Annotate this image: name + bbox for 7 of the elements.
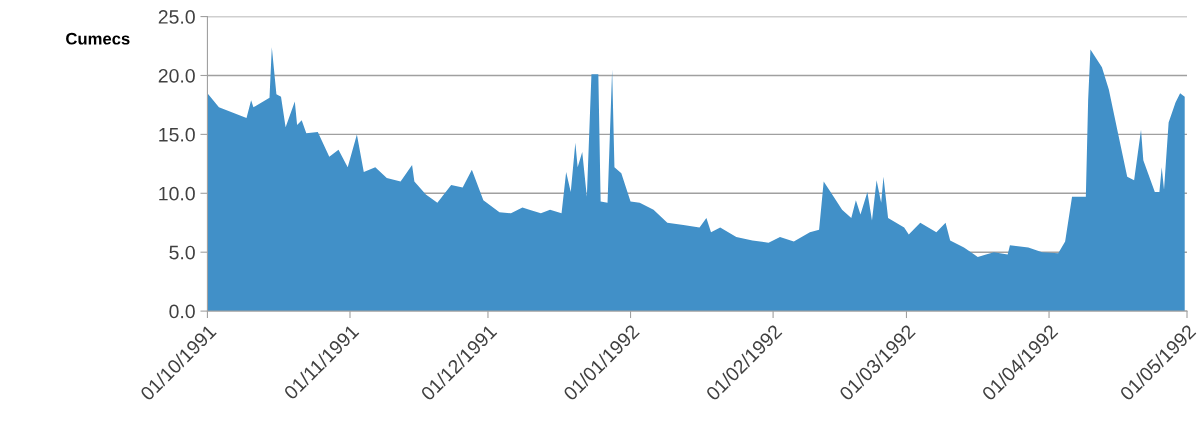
y-tick-label: 25.0 bbox=[158, 10, 195, 24]
y-tick-label: 0.0 bbox=[169, 304, 195, 319]
y-tick-label: 20.0 bbox=[158, 68, 195, 83]
y-axis-title: Cumecs bbox=[66, 32, 130, 45]
y-tick-label: 5.0 bbox=[169, 245, 195, 260]
y-tick-label: 10.0 bbox=[159, 186, 195, 201]
y-tick-label: 15.0 bbox=[159, 127, 195, 142]
